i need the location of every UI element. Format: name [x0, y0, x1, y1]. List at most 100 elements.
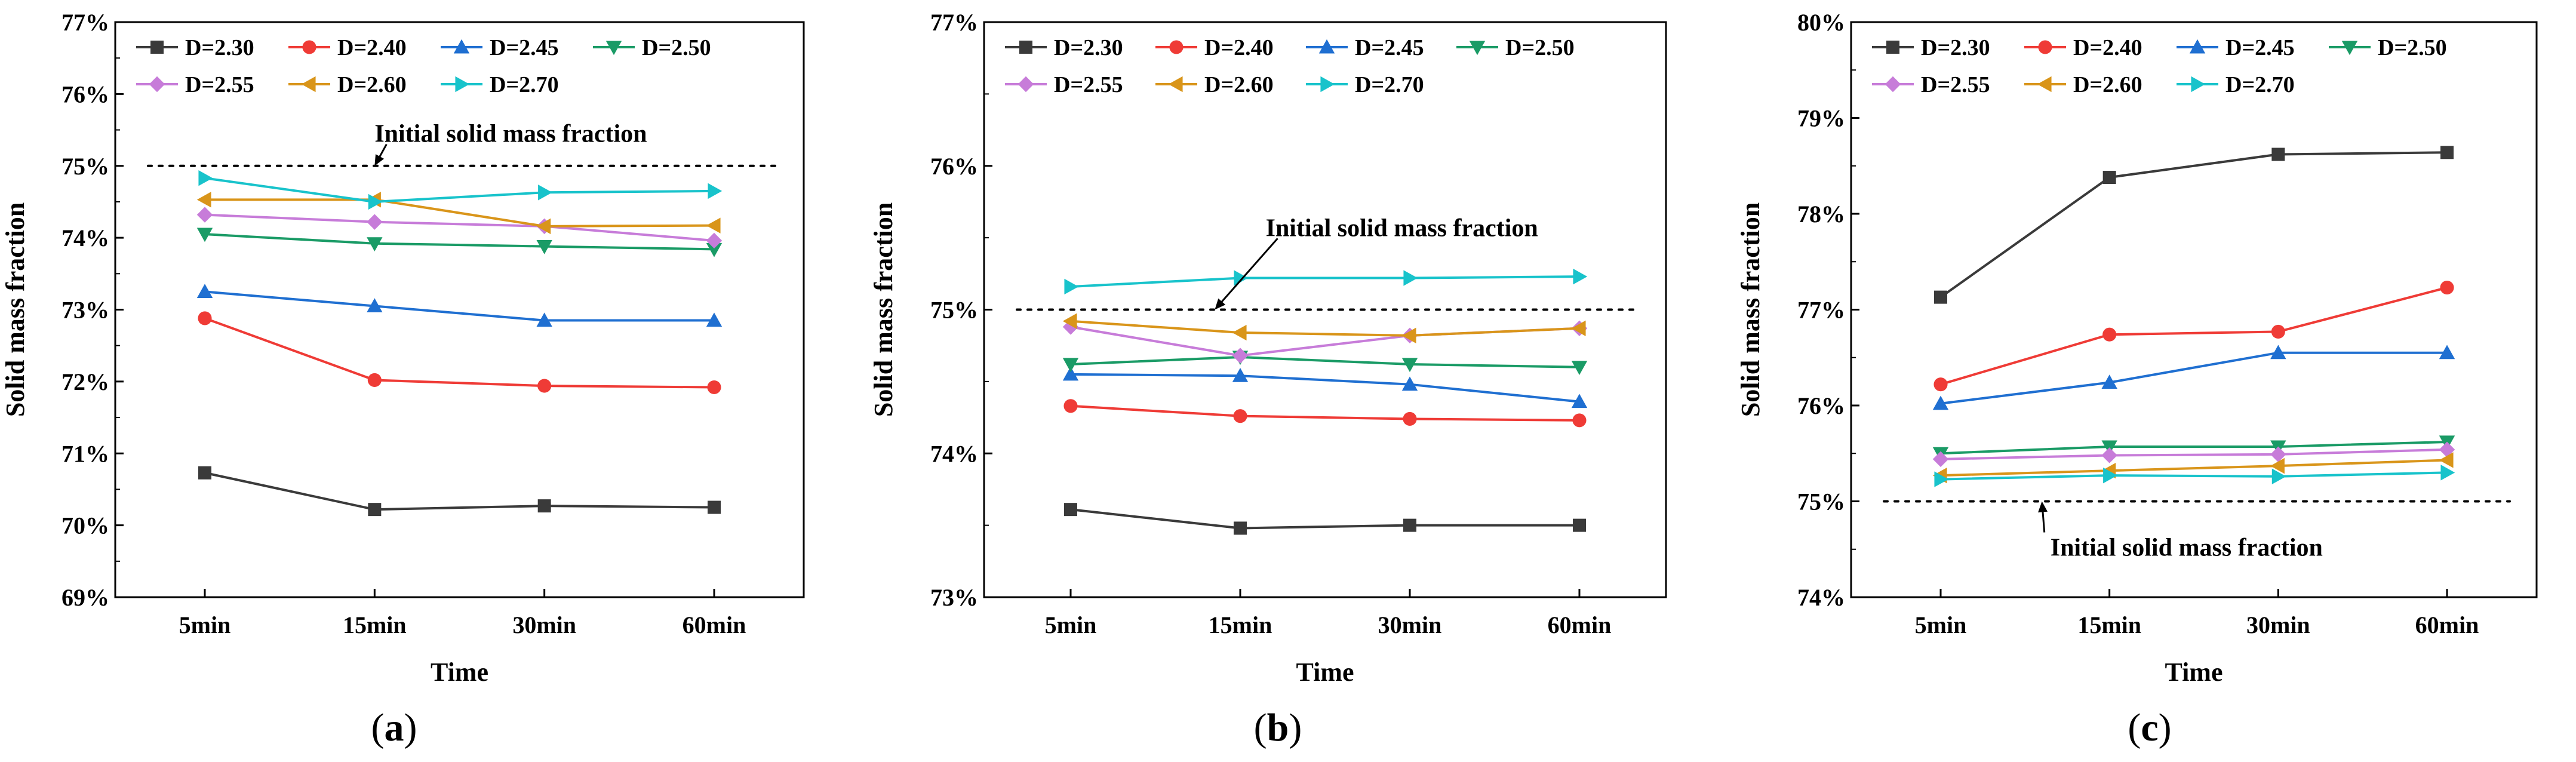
series-D=2.70 [1934, 465, 2455, 487]
caption-letter: b [1267, 706, 1289, 749]
y-tick-label: 80% [1797, 9, 1845, 36]
series-line [1940, 351, 2447, 405]
x-tick-label: 15min [2077, 612, 2141, 638]
y-tick-label: 78% [1797, 201, 1845, 228]
legend-marker [301, 76, 316, 93]
legend-item: D=2.70 [2177, 72, 2295, 97]
series-line [1070, 355, 1580, 368]
series-line [204, 290, 714, 322]
x-tick-label: 60min [2415, 612, 2479, 638]
legend-label: D=2.45 [490, 35, 559, 60]
data-point [198, 466, 211, 480]
data-point [2101, 374, 2117, 389]
panel-c: 74% 75% 76% 77% 78% 79% 80% 5min 15min 30min 60min… [1736, 9, 2538, 749]
data-point [2103, 467, 2117, 484]
data-point [1571, 361, 1588, 375]
data-point [1062, 358, 1079, 373]
data-point [198, 311, 212, 325]
legend-label: D=2.60 [2073, 72, 2142, 97]
series-D=2.30 [198, 466, 721, 517]
data-point [1232, 348, 1249, 364]
y-tick-label: 77% [1797, 297, 1845, 324]
legend-marker [2189, 39, 2206, 54]
legend-item: D=2.50 [593, 35, 711, 60]
data-point [2102, 171, 2116, 185]
x-tick-label: 5min [1045, 612, 1097, 638]
y-tick-label: 73% [930, 584, 978, 611]
legend-marker [605, 41, 622, 56]
legend-marker [453, 39, 470, 54]
data-point [2102, 327, 2117, 342]
annotation-arrow [1215, 238, 1278, 309]
legend-item: D=2.40 [1155, 35, 1274, 60]
series-D=2.45 [1932, 345, 2455, 410]
legend-marker [2038, 40, 2052, 54]
data-point [1401, 358, 1418, 373]
y-tick-label: 79% [1797, 105, 1845, 132]
caption-close: ) [2159, 706, 2172, 749]
legend-marker [1168, 76, 1183, 93]
legend-marker [2341, 41, 2358, 56]
legend-label: D=2.55 [1921, 72, 1990, 97]
series-line [1070, 319, 1580, 337]
series-line [1940, 471, 2448, 481]
data-point [2439, 441, 2455, 458]
legend-item: D=2.70 [1306, 72, 1424, 97]
data-point [706, 312, 723, 327]
data-point [2271, 468, 2286, 484]
data-point [708, 500, 721, 514]
legend-label: D=2.50 [2378, 35, 2447, 60]
data-point [2440, 281, 2454, 295]
y-axis-label: Solid mass fraction [869, 202, 898, 417]
series-line [204, 177, 715, 203]
data-point [1234, 270, 1249, 286]
legend-label: D=2.50 [1505, 35, 1575, 60]
series-D=2.60 [1062, 313, 1586, 344]
arrow-head [374, 154, 385, 166]
data-point [2439, 345, 2455, 360]
data-point [1572, 413, 1587, 428]
legend-label: D=2.30 [185, 35, 254, 60]
series-line [1940, 448, 2448, 460]
data-point [196, 207, 213, 223]
y-tick-label: 74% [930, 440, 978, 467]
legend-label: D=2.30 [1921, 35, 1990, 60]
legend-label: D=2.45 [2225, 35, 2295, 60]
caption-letter: c [2141, 706, 2158, 749]
y-tick-label: 74% [62, 225, 109, 251]
arrow-head [2038, 501, 2048, 513]
data-point [1403, 270, 1418, 286]
legend-item: D=2.40 [2024, 35, 2142, 60]
x-tick-label: 5min [1915, 612, 1967, 638]
x-tick-label: 5min [179, 612, 231, 638]
y-tick-label: 74% [1797, 584, 1845, 611]
legend-item: D=2.60 [1155, 72, 1274, 97]
legend-label: D=2.45 [1355, 35, 1424, 60]
data-point [1401, 376, 1418, 391]
caption-close: ) [404, 706, 417, 749]
panel-caption: (c) [2128, 706, 2171, 749]
series-line [1070, 373, 1580, 403]
data-point [1932, 451, 1949, 468]
legend-item: D=2.55 [136, 72, 254, 97]
legend-marker [302, 40, 316, 54]
caption-letter: a [385, 706, 404, 749]
series-D=2.55 [1932, 441, 2455, 468]
x-tick-label: 30min [2246, 612, 2310, 638]
data-point [536, 218, 551, 235]
legend-label: D=2.55 [185, 72, 254, 97]
panel-a: 69% 70% 71% 72% 73% 74% 75% 76% 77% 5min 15min 30mi… [1, 9, 805, 749]
data-point [708, 183, 723, 199]
data-point [1064, 278, 1079, 295]
annotation-text: Initial solid mass fraction [2051, 534, 2323, 562]
legend-marker [1169, 40, 1184, 54]
legend-label: D=2.60 [1204, 72, 1274, 97]
plot-frame [114, 21, 805, 598]
x-tick-label: 15min [1209, 612, 1272, 638]
legend-label: D=2.60 [337, 72, 407, 97]
data-point [2101, 447, 2117, 463]
y-tick-label: 77% [62, 9, 109, 36]
legend-item: D=2.45 [2177, 35, 2295, 60]
data-point [2440, 146, 2454, 159]
